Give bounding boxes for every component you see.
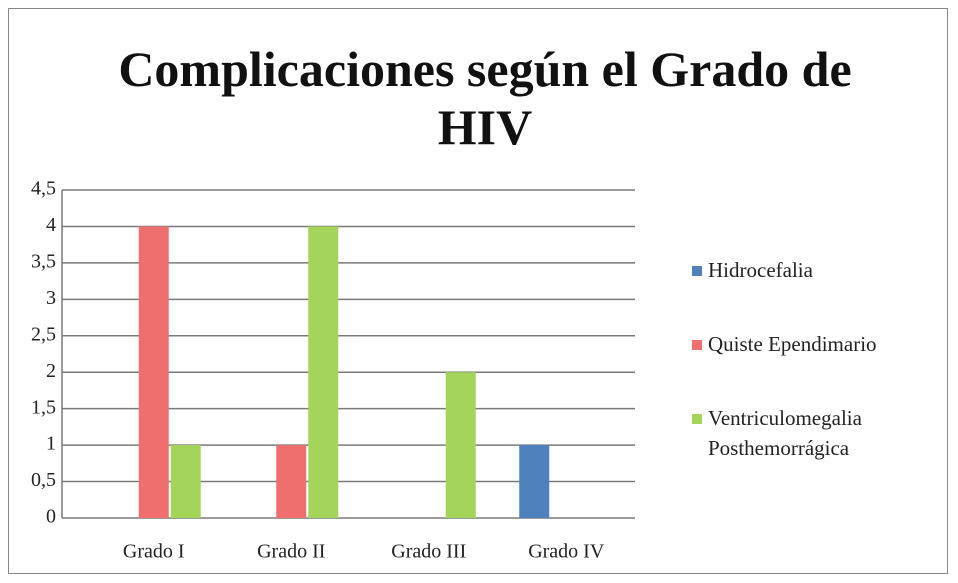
legend-label: Quiste Ependimario [708,332,877,356]
bar [170,445,201,518]
y-tick-label: 2 [46,360,56,382]
y-tick-label: 0,5 [31,469,56,491]
y-tick-label: 3,5 [31,250,56,272]
y-tick-label: 4 [46,214,56,236]
y-tick-label: 0 [46,506,56,528]
legend-item: Hidrocefalia [690,255,930,285]
legend: Hidrocefalia Quiste Ependimario Ventriculo… [690,255,930,507]
bar [276,445,307,518]
y-tick-label: 4,5 [31,178,56,200]
bar [519,445,550,518]
bar [445,372,476,518]
x-tick-label: Grado I [123,541,185,563]
chart-title: Complicaciones según el Grado de HIV [118,41,852,155]
legend-item: Ventriculomegalia Posthemorrágica [690,403,930,463]
legend-item: Quiste Ependimario [690,329,930,359]
y-tick-label: 1 [46,433,56,455]
legend-swatch [692,340,702,350]
y-tick-label: 1,5 [31,396,56,418]
x-tick-label: Grado IV [528,541,605,563]
bar [138,226,169,518]
legend-label: Ventriculomegalia Posthemorrágica [708,406,862,460]
y-tick-label: 2,5 [31,323,56,345]
legend-swatch [692,414,702,424]
chart-frame [8,8,948,574]
x-tick-label: Grado III [391,541,466,563]
legend-swatch [692,266,702,276]
y-tick-label: 3 [46,287,56,309]
x-tick-label: Grado II [257,541,325,563]
bar [308,226,339,518]
legend-label: Hidrocefalia [708,258,813,282]
